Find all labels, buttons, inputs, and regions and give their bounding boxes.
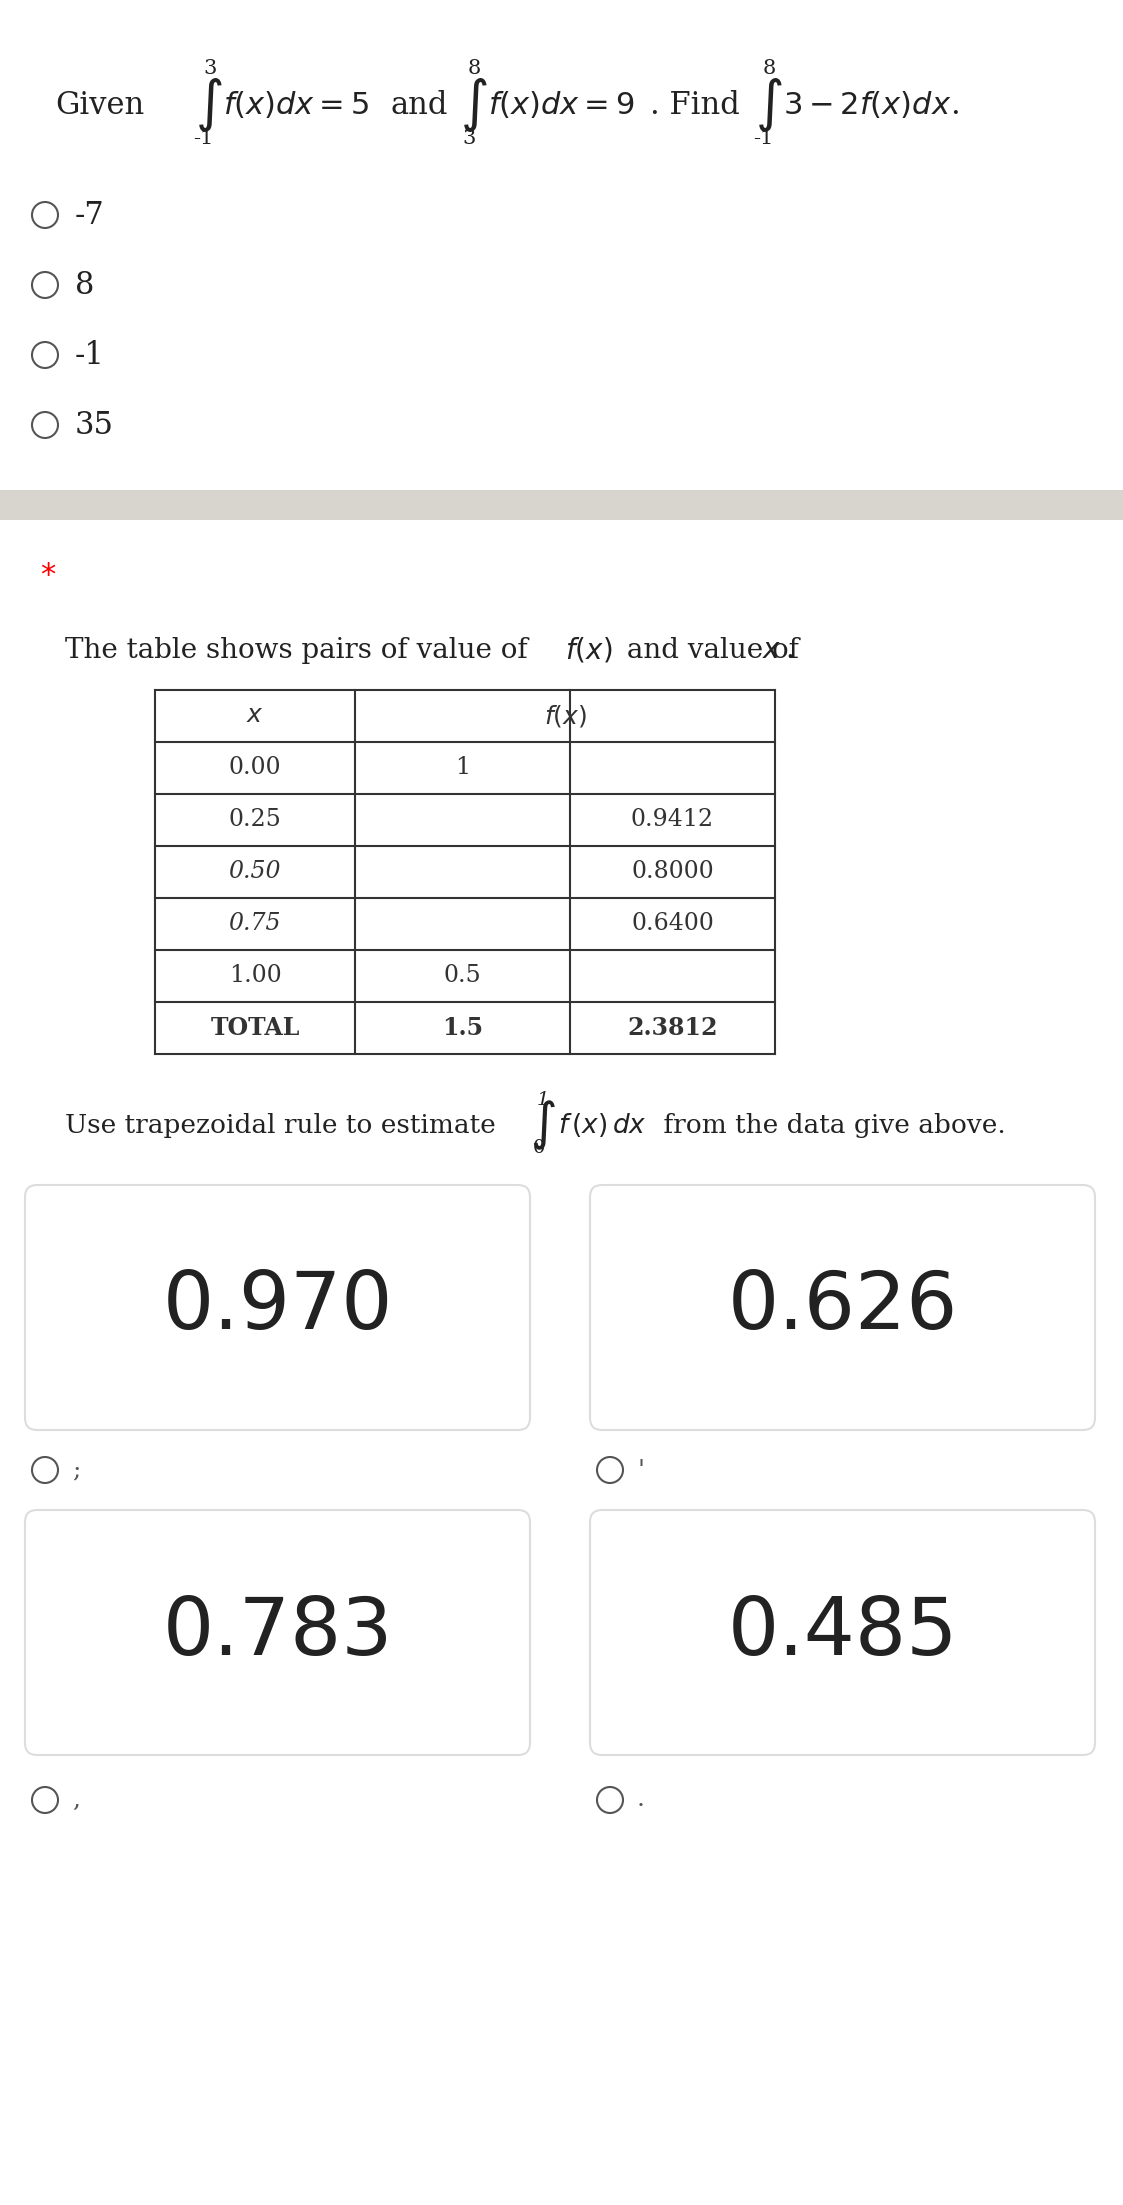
Text: The table shows pairs of value of: The table shows pairs of value of <box>65 637 537 664</box>
Text: 1.5: 1.5 <box>442 1017 483 1041</box>
Text: 2.3812: 2.3812 <box>628 1017 718 1041</box>
Text: $f(x)$: $f(x)$ <box>565 635 612 664</box>
Text: 1: 1 <box>455 756 471 781</box>
Text: -7: -7 <box>75 198 104 232</box>
Text: 0.00: 0.00 <box>229 756 282 781</box>
Text: 0.75: 0.75 <box>229 913 281 935</box>
Text: 0: 0 <box>533 1140 546 1158</box>
Text: 8: 8 <box>468 60 482 77</box>
Text: 8: 8 <box>763 60 776 77</box>
FancyBboxPatch shape <box>0 490 1123 520</box>
Text: 0.8000: 0.8000 <box>631 860 714 884</box>
Text: 0.5: 0.5 <box>444 964 482 988</box>
Text: ': ' <box>637 1458 643 1482</box>
Text: .: . <box>950 90 960 121</box>
Text: 3: 3 <box>203 60 217 77</box>
Text: $x$: $x$ <box>763 637 782 664</box>
Text: and value of: and value of <box>618 637 807 664</box>
Text: $f(x)dx = 9$: $f(x)dx = 9$ <box>489 90 634 121</box>
Text: $\int$: $\int$ <box>195 75 222 135</box>
Text: 1: 1 <box>537 1091 549 1109</box>
Text: -1: -1 <box>75 340 104 370</box>
Text: 0.6400: 0.6400 <box>631 913 714 935</box>
Text: ,: , <box>72 1788 80 1813</box>
Text: 3: 3 <box>462 128 475 148</box>
Text: Given: Given <box>55 90 144 121</box>
Text: 1.00: 1.00 <box>229 964 282 988</box>
FancyBboxPatch shape <box>590 1510 1095 1755</box>
Text: $f(x)dx = 5$: $f(x)dx = 5$ <box>223 90 369 121</box>
Text: . Find: . Find <box>650 90 740 121</box>
Text: 0.9412: 0.9412 <box>631 809 714 831</box>
Text: .: . <box>637 1788 645 1813</box>
Text: 8: 8 <box>75 269 94 300</box>
Text: *: * <box>40 560 55 589</box>
Text: $3-2f(x)dx$: $3-2f(x)dx$ <box>783 90 951 121</box>
Text: 0.50: 0.50 <box>229 860 281 884</box>
Text: ;: ; <box>72 1458 81 1482</box>
Text: 0.626: 0.626 <box>728 1268 958 1347</box>
Text: and: and <box>390 90 447 121</box>
Text: 0.970: 0.970 <box>162 1268 393 1347</box>
Text: .: . <box>785 637 794 664</box>
Text: 0.783: 0.783 <box>162 1594 393 1671</box>
Text: 0.485: 0.485 <box>728 1594 958 1671</box>
Text: $\int$: $\int$ <box>755 75 783 135</box>
Text: $\int$: $\int$ <box>530 1098 556 1151</box>
Text: $f\,(x)\,dx$: $f\,(x)\,dx$ <box>558 1111 647 1140</box>
FancyBboxPatch shape <box>590 1184 1095 1431</box>
Text: -1: -1 <box>754 128 774 148</box>
FancyBboxPatch shape <box>25 1510 530 1755</box>
FancyBboxPatch shape <box>25 1184 530 1431</box>
Text: $x$: $x$ <box>246 706 264 728</box>
Text: $f(x)$: $f(x)$ <box>544 703 586 730</box>
Text: TOTAL: TOTAL <box>210 1017 300 1041</box>
Text: $\int$: $\int$ <box>460 75 487 135</box>
Text: -1: -1 <box>193 128 213 148</box>
Text: from the data give above.: from the data give above. <box>655 1114 1006 1138</box>
Text: Use trapezoidal rule to estimate: Use trapezoidal rule to estimate <box>65 1114 495 1138</box>
Text: 35: 35 <box>75 410 115 441</box>
Text: 0.25: 0.25 <box>229 809 282 831</box>
